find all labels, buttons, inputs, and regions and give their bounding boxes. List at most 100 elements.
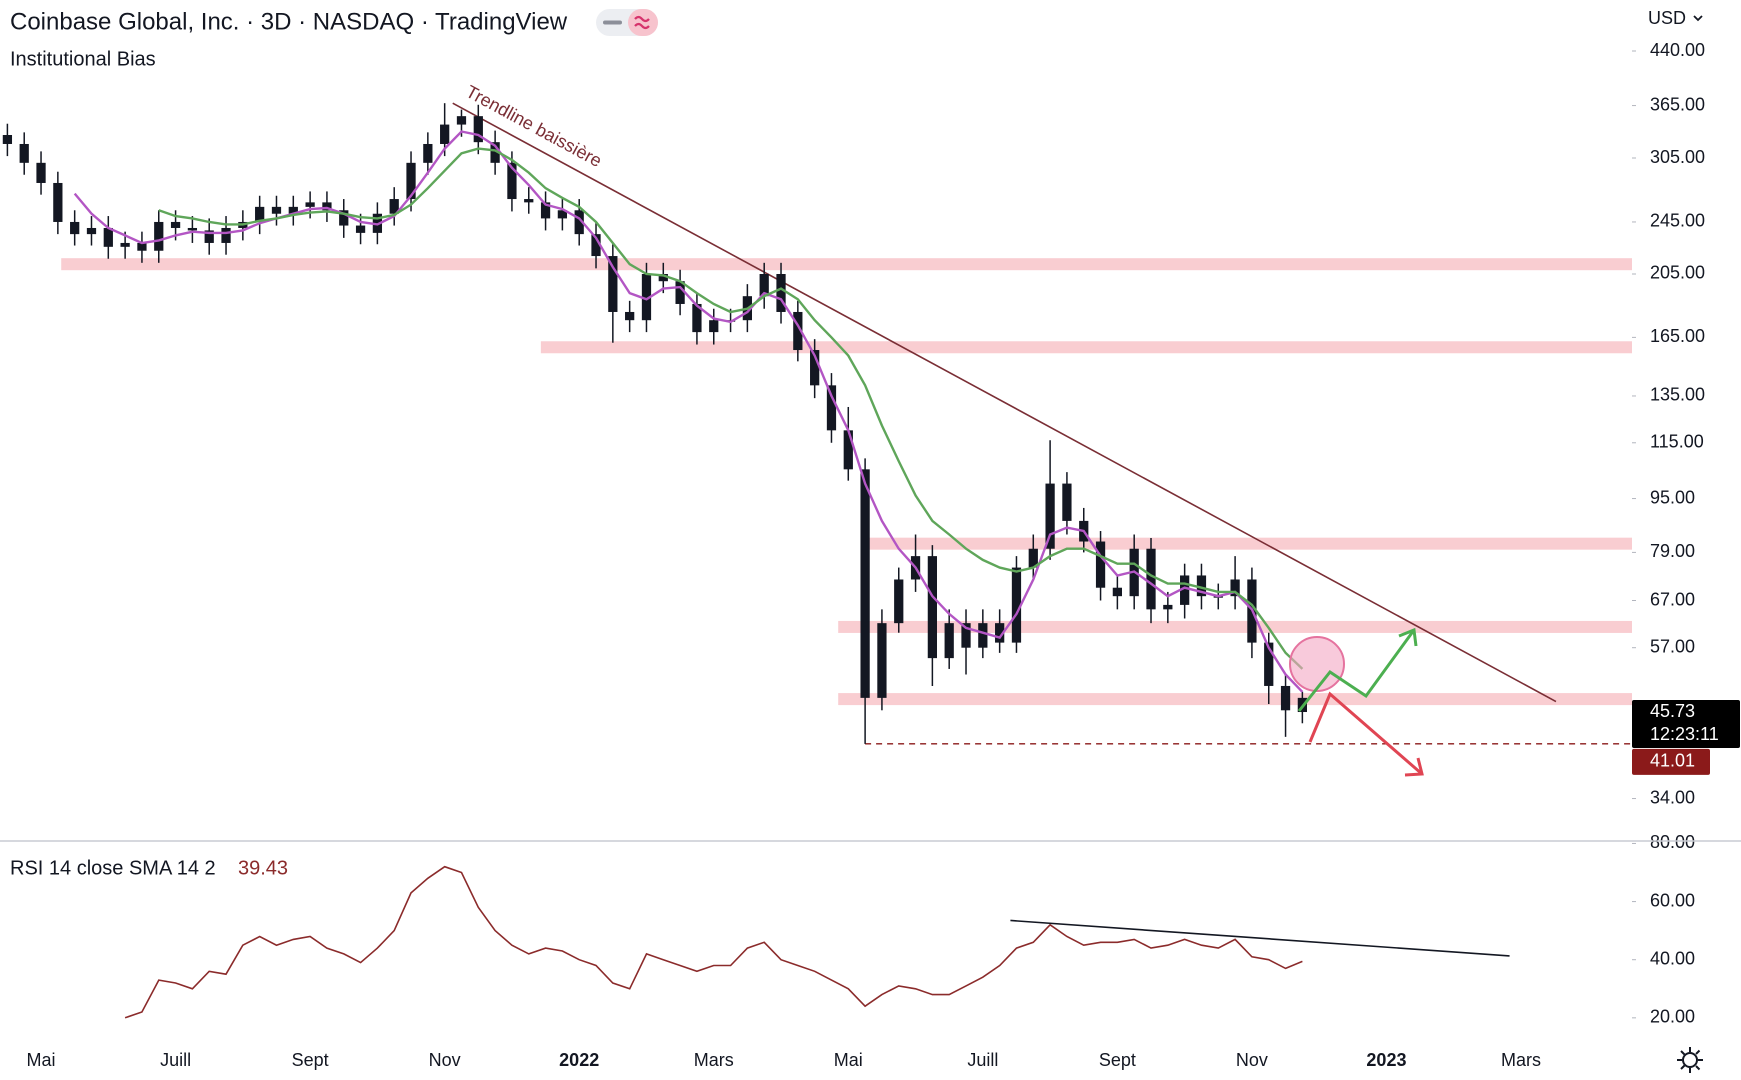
settings-button[interactable]: [1677, 1047, 1703, 1073]
candle-body: [978, 623, 988, 648]
candle-body: [1180, 575, 1190, 605]
candle-body: [271, 206, 282, 214]
candle-body: [608, 256, 618, 312]
candle-body: [389, 199, 399, 214]
candle-body: [490, 142, 500, 163]
x-tick-label: Nov: [1236, 1050, 1268, 1070]
candle-body: [1095, 541, 1106, 588]
y-tick-label: 305.00: [1650, 147, 1705, 167]
candle-body: [591, 234, 601, 257]
candle-body: [524, 199, 534, 203]
candle-body: [255, 206, 265, 222]
candle-body: [759, 273, 769, 297]
candle-body: [103, 227, 113, 247]
candle-body: [1230, 579, 1240, 597]
candle-body: [406, 162, 416, 200]
rsi-trendline: [1010, 919, 1510, 957]
toggle-active[interactable]: [628, 9, 658, 36]
candle-body: [860, 469, 870, 698]
support-resistance-zone: [838, 693, 1632, 706]
candle-body: [1062, 483, 1072, 521]
rsi-y-tick-label: 80.00: [1650, 832, 1695, 852]
focus-circle: [1289, 636, 1345, 692]
candle-body: [1163, 604, 1173, 610]
chart-title: Coinbase Global, Inc. · 3D · NASDAQ · Tr…: [10, 8, 568, 35]
candle-body: [1011, 567, 1022, 643]
candle-body: [36, 162, 46, 183]
currency-caret[interactable]: [1693, 15, 1703, 22]
low-marker-label: 41.01: [1650, 751, 1695, 771]
y-tick-label: 79.00: [1650, 541, 1695, 561]
support-resistance-zone: [61, 258, 1633, 271]
candle-body: [944, 623, 954, 659]
candle-body: [423, 143, 433, 163]
rsi-y-tick-label: 40.00: [1650, 948, 1695, 968]
settings-rays: [1677, 1047, 1703, 1073]
rsi-line: [124, 865, 1303, 1019]
rsi-y-tick-label: 60.00: [1650, 890, 1695, 910]
candle-body: [793, 311, 803, 351]
candle-body: [658, 273, 668, 282]
support-resistance-zone: [862, 537, 1632, 550]
x-tick-label: Mai: [27, 1050, 56, 1070]
candle-body: [187, 227, 198, 231]
candle-body: [86, 227, 97, 235]
indicator-name: Institutional Bias: [10, 48, 156, 70]
candle-body: [19, 143, 29, 163]
last-price-label: 45.73: [1650, 701, 1695, 721]
currency-selector[interactable]: USD: [1648, 8, 1686, 28]
candle-countdown: 12:23:11: [1650, 724, 1719, 744]
toggle-wave: [634, 15, 650, 30]
candle-body: [70, 221, 80, 235]
rsi-value: 39.43: [238, 857, 288, 879]
x-tick-label: Mars: [694, 1050, 734, 1070]
visibility-toggle[interactable]: [596, 9, 658, 36]
last-price-box: [1632, 700, 1740, 749]
candle-body: [339, 210, 349, 226]
y-tick-label: 205.00: [1650, 263, 1705, 283]
candle-body: [305, 202, 315, 207]
candle-body: [574, 210, 584, 235]
candle-body: [877, 623, 887, 698]
candle-body: [843, 430, 853, 470]
candle-body: [204, 230, 214, 243]
moving-average-line: [158, 147, 1304, 670]
candle-body: [1146, 548, 1156, 610]
support-resistance-zone: [838, 620, 1632, 633]
candle-body: [221, 227, 231, 243]
trendline: [452, 102, 1557, 703]
candle-body: [137, 242, 147, 251]
candle-body: [1280, 685, 1291, 711]
bearish-scenario-arrow: [1308, 691, 1423, 776]
candle-body: [1196, 575, 1207, 597]
candle-body: [120, 242, 130, 247]
y-tick-label: 135.00: [1650, 385, 1705, 405]
x-tick-label: Sept: [292, 1050, 329, 1070]
candle-body: [1045, 483, 1055, 549]
y-tick-label: 67.00: [1650, 589, 1695, 609]
candle-body: [170, 221, 181, 228]
y-tick-label: 57.00: [1650, 636, 1695, 656]
candle-body: [456, 116, 467, 125]
candle-body: [927, 556, 938, 659]
x-tick-label: Mars: [1501, 1050, 1541, 1070]
settings-icon[interactable]: [1682, 1052, 1698, 1068]
y-tick-label: 95.00: [1650, 487, 1695, 507]
candle-body: [641, 273, 652, 321]
candle-body: [995, 623, 1005, 643]
low-marker-box: [1632, 748, 1710, 775]
rsi-y-tick-label: 20.00: [1650, 1007, 1695, 1027]
y-tick-label: 245.00: [1650, 211, 1705, 231]
support-resistance-zone: [540, 341, 1633, 354]
bullish-scenario-arrow: [1297, 629, 1416, 712]
x-tick-label: 2022: [559, 1050, 599, 1070]
y-tick-label: 440.00: [1650, 40, 1705, 60]
candle-body: [961, 623, 971, 648]
rsi-title: RSI 14 close SMA 14 2: [10, 857, 216, 879]
x-tick-label: Nov: [429, 1050, 461, 1070]
candle-body: [288, 206, 298, 214]
candle-body: [154, 221, 164, 251]
candle-body: [709, 320, 719, 333]
